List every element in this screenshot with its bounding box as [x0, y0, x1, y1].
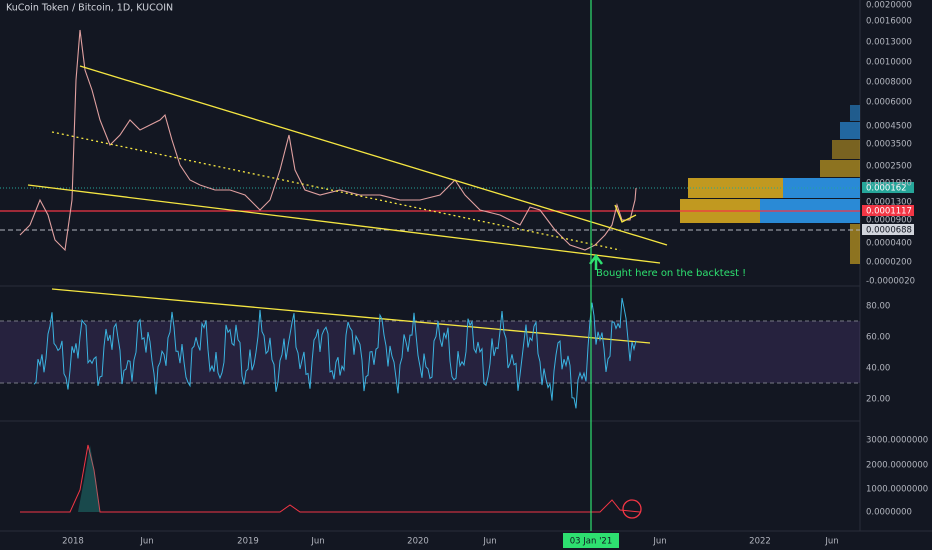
cursor-label: 03 Jan '21: [570, 537, 612, 547]
price-tick-label: 0.0020000: [866, 1, 912, 11]
volume-tick-label: 2000.0000000: [866, 461, 928, 471]
price-tick-label: 0.0016000: [866, 17, 912, 27]
rsi-tick-label: 40.00: [866, 364, 890, 374]
time-tick-label: 2022: [749, 537, 771, 547]
annotation: Bought here on the backtest !: [596, 268, 746, 279]
time-tick-label: Jun: [652, 537, 666, 547]
red-level-label: 0.0001117: [866, 207, 912, 217]
time-tick-label: 2019: [237, 537, 259, 547]
price-tick-label: 0.0003500: [866, 140, 912, 150]
volume-area: [78, 445, 100, 512]
dashed-level-bg: [862, 224, 914, 235]
price-tick-label: -0.0000020: [866, 277, 915, 287]
rsi-tick-label: 20.00: [866, 395, 890, 405]
price-tick-label: 0.0004500: [866, 122, 912, 132]
price-tick-label: 0.0000900: [866, 216, 912, 226]
price-tick-label: 0.0010000: [866, 58, 912, 68]
cursor-label-bg: [563, 533, 619, 548]
time-tick-label: Jun: [482, 537, 496, 547]
time-tick-label: Jun: [824, 537, 838, 547]
time-tick-label: 2018: [62, 537, 84, 547]
time-tick-label: Jun: [139, 537, 153, 547]
volume-tick-label: 0.0000000: [866, 508, 912, 518]
price-tick-label: 0.0013000: [866, 38, 912, 48]
price-tick-label: 0.0002500: [866, 162, 912, 172]
trendlines: [27, 65, 668, 344]
rsi-tick-label: 80.00: [866, 302, 890, 312]
volume-tick-label: 3000.0000000: [866, 436, 928, 446]
rsi-band: [0, 321, 860, 383]
arrow: [589, 253, 603, 270]
time-tick-label: Jun: [310, 537, 324, 547]
price-tick-label: 0.0006000: [866, 98, 912, 108]
last-price-bg: [862, 182, 914, 193]
last-price-label: 0.000162: [866, 184, 907, 194]
red-level-bg: [862, 205, 914, 216]
price-tick-label: 0.0001900: [866, 179, 912, 189]
price-tick-label: 0.0008000: [866, 78, 912, 88]
price-tick-label: 0.0000200: [866, 258, 912, 268]
highlight-circle: [622, 499, 642, 519]
price-tick-label: 0.0000400: [866, 239, 912, 249]
price-series: [19, 29, 637, 252]
price-tick-label: 0.0001300: [866, 198, 912, 208]
volume-series: [20, 444, 641, 513]
rsi-tick-label: 60.00: [866, 333, 890, 343]
time-tick-label: 2020: [407, 537, 429, 547]
dashed-level-label: 0.0000688: [866, 226, 912, 236]
volume-tick-label: 1000.0000000: [866, 485, 928, 495]
chart-title: KuCoin Token / Bitcoin, 1D, KUCOIN: [6, 3, 173, 14]
rsi-series: [33, 297, 637, 409]
